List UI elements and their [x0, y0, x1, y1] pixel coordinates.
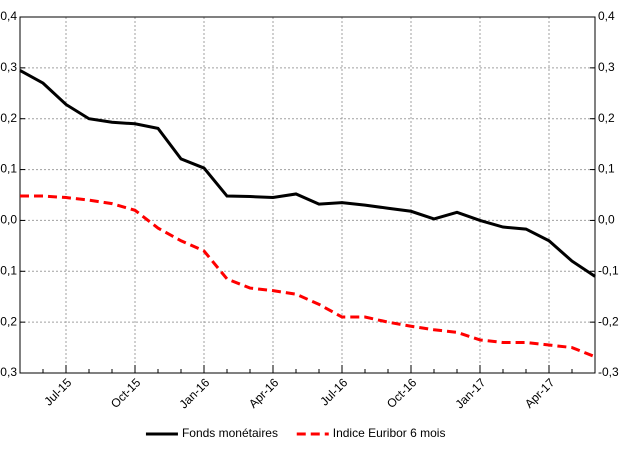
y2-tick-label: -0,3: [598, 365, 619, 379]
legend: Fonds monétaires Indice Euribor 6 mois: [145, 426, 446, 440]
x-tick-label: Jan-16: [177, 375, 213, 411]
x-tick-label: Jul-16: [317, 375, 350, 408]
y-tick-label: -0,1: [0, 263, 17, 277]
y-tick-label: -0,2: [0, 314, 17, 328]
y-tick-label: 0,4: [0, 9, 17, 23]
series-line: [20, 194, 596, 359]
x-tick-label: Jul-15: [41, 375, 74, 408]
y2-tick-label: 0,4: [598, 9, 615, 23]
y2-tick-label: 0,3: [598, 60, 615, 74]
x-tick-label: Apr-17: [522, 375, 558, 411]
y-tick-label: 0,3: [0, 60, 17, 74]
y2-tick-label: 0,0: [598, 213, 615, 227]
y2-tick-label: 0,2: [598, 111, 615, 125]
y2-tick-label: 0,1: [598, 162, 615, 176]
y-tick-label: 0,2: [0, 111, 17, 125]
legend-label: Indice Euribor 6 mois: [333, 426, 446, 440]
legend-label: Fonds monétaires: [182, 426, 278, 440]
x-tick-label: Jan-17: [453, 375, 489, 411]
y-tick-label: 0,0: [0, 213, 17, 227]
series-line: [19, 69, 596, 278]
x-tick-label: Apr-16: [246, 375, 282, 411]
y-tick-label: -0,3: [0, 365, 17, 379]
y2-tick-label: -0,2: [598, 314, 619, 328]
y-tick-label: 0,1: [0, 162, 17, 176]
y2-tick-label: -0,1: [598, 263, 619, 277]
x-tick-label: Oct-16: [384, 375, 420, 411]
x-tick-label: Oct-15: [108, 375, 144, 411]
plot-frame: [19, 16, 596, 374]
